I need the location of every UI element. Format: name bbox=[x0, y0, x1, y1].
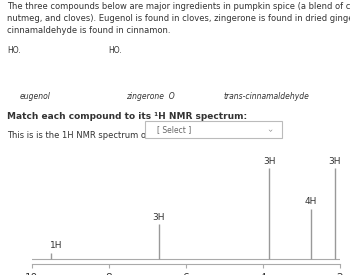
Text: 3H: 3H bbox=[263, 157, 276, 166]
FancyBboxPatch shape bbox=[145, 121, 282, 138]
Text: cinnamaldehyde is found in cinnamon.: cinnamaldehyde is found in cinnamon. bbox=[7, 26, 170, 35]
Text: HO.: HO. bbox=[7, 46, 21, 55]
Text: zingerone  O: zingerone O bbox=[126, 92, 175, 101]
Text: 3H: 3H bbox=[329, 157, 341, 166]
Text: eugenol: eugenol bbox=[20, 92, 50, 101]
Text: nutmeg, and cloves). Eugenol is found in cloves, zingerone is found in dried gin: nutmeg, and cloves). Eugenol is found in… bbox=[7, 14, 350, 23]
Text: This is is the 1H NMR spectrum of: This is is the 1H NMR spectrum of bbox=[7, 131, 149, 140]
Text: The three compounds below are major ingredients in pumpkin spice (a blend of cin: The three compounds below are major ingr… bbox=[7, 2, 350, 10]
Text: trans-cinnamaldehyde: trans-cinnamaldehyde bbox=[223, 92, 309, 101]
Text: [ Select ]: [ Select ] bbox=[158, 125, 192, 134]
Text: 3H: 3H bbox=[152, 213, 165, 222]
Text: HO.: HO. bbox=[108, 46, 122, 55]
Text: Match each compound to its ¹H NMR spectrum:: Match each compound to its ¹H NMR spectr… bbox=[7, 112, 247, 122]
Text: 1H: 1H bbox=[50, 241, 63, 251]
Text: 4H: 4H bbox=[304, 197, 317, 206]
Text: ›: › bbox=[264, 128, 273, 131]
